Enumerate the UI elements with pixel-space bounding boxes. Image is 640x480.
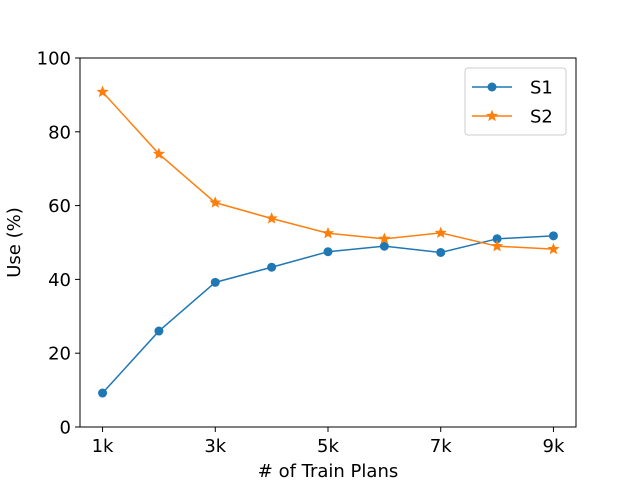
data-point-s1 [379,241,389,251]
x-tick-label: 5k [317,436,339,457]
x-tick-label: 7k [430,436,452,457]
data-point-s1 [267,262,277,272]
x-tick-label: 9k [543,436,565,457]
y-axis-label: Use (%) [4,207,25,278]
y-tick-label: 60 [48,196,71,217]
legend-marker-s2 [485,109,499,122]
data-point-s1 [548,231,558,241]
data-point-s2 [321,226,335,239]
data-point-s2 [434,226,447,239]
legend-label-s2: S2 [530,107,553,128]
y-tick-label: 100 [37,49,71,70]
y-tick-label: 20 [48,344,71,365]
data-point-s2 [96,85,109,98]
x-tick-label: 3k [204,436,226,457]
legend-marker-s1 [487,82,497,92]
x-axis-label: # of Train Plans [258,461,398,480]
data-point-s1 [154,326,164,336]
data-point-s2 [209,196,222,208]
data-point-s1 [492,234,502,244]
data-point-s1 [323,247,333,257]
data-point-s2 [491,239,504,252]
data-point-s1 [436,247,446,257]
data-point-s2 [265,212,278,224]
ticks-layer: 0 20 40 60 80 100 1k 3k 5k 7k 9k [37,49,565,458]
data-point-s1 [210,277,220,287]
y-tick-label: 0 [60,418,71,439]
data-point-s2 [152,147,165,160]
series-layer [96,85,560,398]
data-point-s1 [98,388,108,398]
data-point-s2 [547,242,560,255]
y-tick-label: 80 [48,122,71,143]
y-tick-label: 40 [48,270,71,291]
x-tick-label: 1k [92,436,114,457]
data-point-s2 [378,232,391,244]
legend-label-s1: S1 [530,78,553,99]
